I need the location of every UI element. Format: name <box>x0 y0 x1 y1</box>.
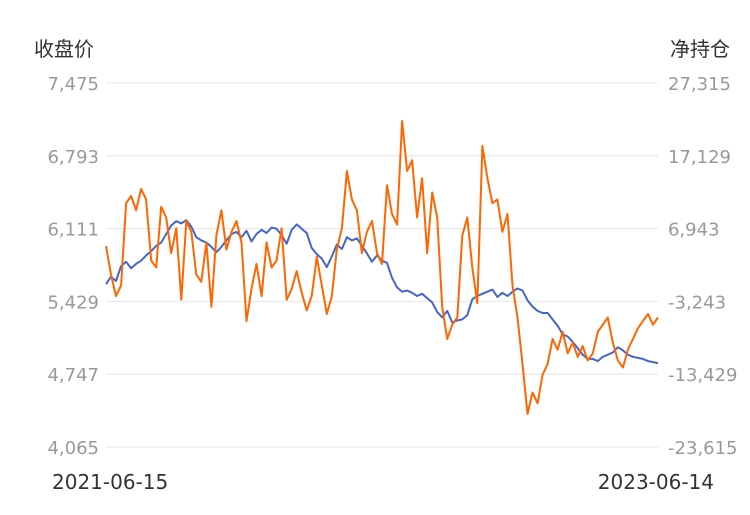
series-lines <box>105 120 659 415</box>
y-right-tick-label: -3,243 <box>668 292 726 313</box>
gridlines <box>106 82 658 448</box>
y-right-tick-label: -23,615 <box>668 438 737 459</box>
axis-ticks: 7,475 27,315 6,793 17,129 6,111 6,943 5,429 -3,… <box>47 74 737 459</box>
y-right-tick-label: 27,315 <box>668 74 731 95</box>
y-left-tick-label: 6,111 <box>47 220 99 241</box>
x-axis-end-label: 2023-06-14 <box>598 470 714 494</box>
net-position-line <box>105 120 659 415</box>
y-left-tick-label: 6,793 <box>47 147 99 168</box>
y-left-tick-label: 5,429 <box>47 292 99 313</box>
y-left-tick-label: 7,475 <box>47 74 99 95</box>
close-price-line <box>105 219 659 365</box>
y-left-axis-title: 收盘价 <box>34 37 94 61</box>
y-right-axis-title: 净持仓 <box>670 37 730 61</box>
y-left-tick-label: 4,065 <box>47 438 99 459</box>
y-right-tick-label: 17,129 <box>668 147 731 168</box>
x-axis-start-label: 2021-06-15 <box>52 470 168 494</box>
y-right-tick-label: -13,429 <box>668 365 737 386</box>
y-right-tick-label: 6,943 <box>668 220 720 241</box>
y-left-tick-label: 4,747 <box>47 365 99 386</box>
